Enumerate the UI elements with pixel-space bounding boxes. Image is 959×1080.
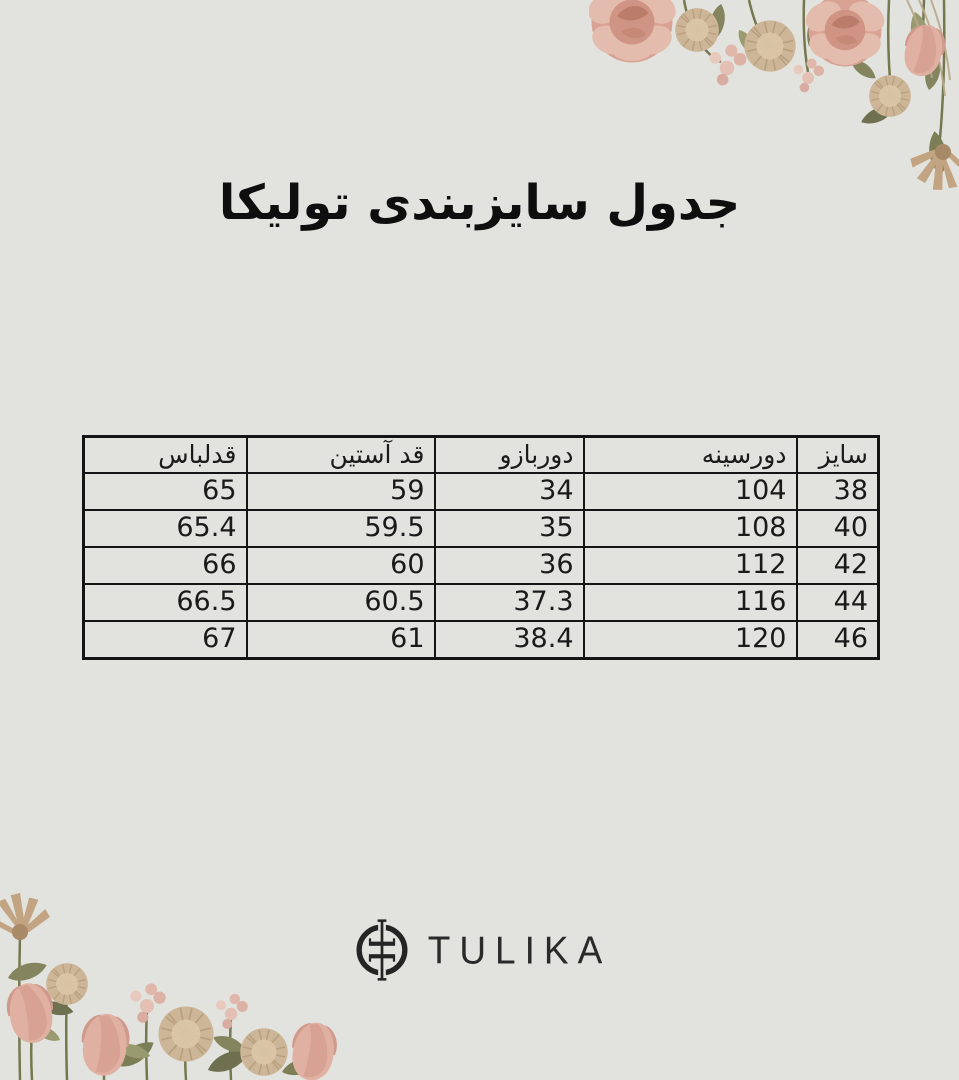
- page-title: جدول سایزبندی تولیکا: [218, 175, 741, 231]
- size-table-header-cell: سایز: [795, 435, 880, 474]
- brand-logo: TULIKA: [0, 916, 959, 984]
- size-table-cell: 42: [795, 546, 880, 585]
- size-table: سایز دورسینه دوربازو قد آستین قدلباس 38 104 34…: [82, 435, 880, 660]
- size-table-cell: 36: [433, 546, 585, 585]
- size-table-cell: 59.5: [245, 509, 436, 548]
- size-table-cell: 46: [795, 620, 880, 660]
- size-table-cell: 59: [245, 472, 436, 511]
- size-table-cell: 104: [582, 472, 798, 511]
- size-table-header-cell: دوربازو: [433, 435, 585, 474]
- size-table-cell: 35: [433, 509, 585, 548]
- flowers-bottom-left-icon: [0, 892, 340, 1080]
- size-table-header-row: سایز دورسینه دوربازو قد آستین قدلباس: [82, 435, 880, 474]
- size-table-cell: 116: [582, 583, 798, 622]
- size-table-cell: 66: [82, 546, 248, 585]
- flowers-top-right-icon: [589, 0, 959, 198]
- size-table-header-cell: قدلباس: [82, 435, 248, 474]
- size-table-cell: 40: [795, 509, 880, 548]
- size-table-cell: 120: [582, 620, 798, 660]
- size-table-cell: 38: [795, 472, 880, 511]
- size-table-row: 46 120 38.4 61 67: [82, 620, 880, 660]
- size-table-body: 38 104 34 59 65 40 108 35 59.5 65.4 42 112 36 60 66 44 1…: [82, 472, 880, 660]
- tulika-logo-icon: [356, 919, 408, 981]
- size-table-cell: 108: [582, 509, 798, 548]
- size-table-row: 38 104 34 59 65: [82, 472, 880, 511]
- size-table-cell: 60.5: [245, 583, 436, 622]
- size-table-row: 42 112 36 60 66: [82, 546, 880, 585]
- size-table-cell: 61: [245, 620, 436, 660]
- size-table-cell: 34: [433, 472, 585, 511]
- size-table-cell: 66.5: [82, 583, 248, 622]
- size-table-cell: 38.4: [433, 620, 585, 660]
- size-table-cell: 65: [82, 472, 248, 511]
- size-table-cell: 65.4: [82, 509, 248, 548]
- size-table-cell: 37.3: [433, 583, 585, 622]
- size-table-cell: 44: [795, 583, 880, 622]
- size-table-cell: 60: [245, 546, 436, 585]
- size-table-cell: 67: [82, 620, 248, 660]
- size-table-row: 44 116 37.3 60.5 66.5: [82, 583, 880, 622]
- size-table-cell: 112: [582, 546, 798, 585]
- size-table-header-cell: دورسینه: [582, 435, 798, 474]
- size-table-header-cell: قد آستین: [245, 435, 436, 474]
- size-table-row: 40 108 35 59.5 65.4: [82, 509, 880, 548]
- brand-name: TULIKA: [427, 929, 612, 972]
